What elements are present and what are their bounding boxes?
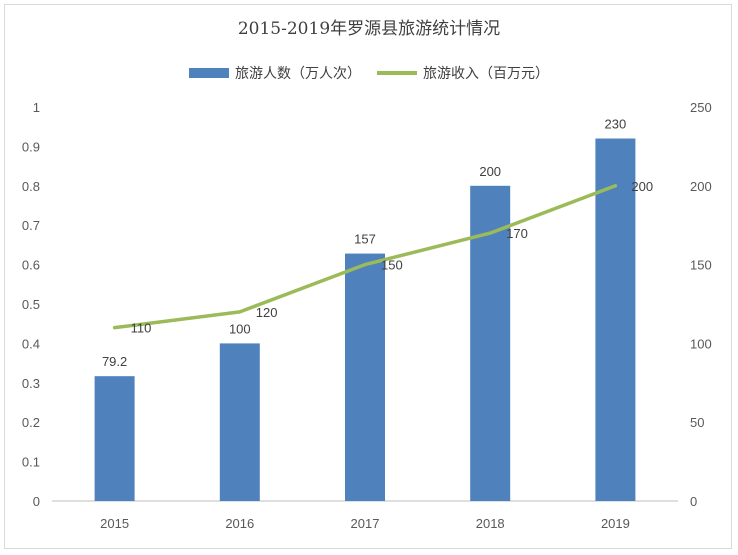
- legend-item-revenue: 旅游收入（百万元）: [377, 63, 549, 83]
- chart-title: 2015-2019年罗源县旅游统计情况: [237, 19, 501, 39]
- bar-data-label: 79.2: [102, 354, 127, 369]
- bar-data-label: 230: [605, 117, 627, 132]
- legend-swatch-line: [377, 71, 417, 75]
- left-tick-label: 0.7: [22, 218, 40, 233]
- legend-item-visitors: 旅游人数（万人次）: [189, 63, 361, 83]
- left-tick-label: 0.5: [22, 297, 40, 312]
- bar: [94, 376, 135, 501]
- bar: [470, 185, 511, 502]
- legend: 旅游人数（万人次） 旅游收入（百万元）: [0, 63, 738, 83]
- right-tick-label: 50: [690, 415, 704, 430]
- left-tick-label: 0.4: [22, 336, 40, 351]
- bar: [595, 138, 636, 501]
- left-tick-label: 0: [33, 494, 40, 509]
- line-data-label: 170: [506, 226, 528, 241]
- bar: [345, 253, 385, 501]
- x-tick-label: 2016: [225, 516, 254, 531]
- right-tick-label: 200: [690, 179, 712, 194]
- left-tick-label: 0.2: [22, 415, 40, 430]
- right-tick-label: 250: [690, 100, 712, 115]
- x-tick-label: 2015: [100, 516, 129, 531]
- right-tick-label: 150: [690, 258, 712, 273]
- line-data-label: 150: [381, 258, 403, 273]
- line-data-label: 110: [131, 321, 152, 336]
- right-tick-label: 0: [690, 494, 697, 509]
- bar-data-label: 200: [479, 164, 501, 179]
- line-data-label: 120: [256, 305, 278, 320]
- left-tick-label: 1: [33, 100, 40, 115]
- x-tick-label: 2017: [351, 516, 380, 531]
- bar-data-label: 100: [229, 321, 251, 336]
- left-tick-label: 0.1: [22, 455, 40, 470]
- left-tick-label: 0.3: [22, 376, 40, 391]
- left-tick-label: 0.6: [22, 258, 40, 273]
- x-tick-label: 2019: [601, 516, 630, 531]
- bar: [219, 343, 260, 501]
- revenue-line: [112, 184, 618, 330]
- legend-label-revenue: 旅游收入（百万元）: [423, 66, 549, 82]
- x-tick-label: 2018: [476, 516, 505, 531]
- bar-data-label: 157: [354, 232, 376, 247]
- left-tick-label: 0.8: [22, 179, 40, 194]
- left-tick-label: 0.9: [22, 139, 40, 154]
- right-tick-label: 100: [690, 336, 712, 351]
- legend-label-visitors: 旅游人数（万人次）: [235, 66, 361, 82]
- legend-swatch-bar: [189, 68, 229, 78]
- line-data-label: 200: [631, 179, 653, 194]
